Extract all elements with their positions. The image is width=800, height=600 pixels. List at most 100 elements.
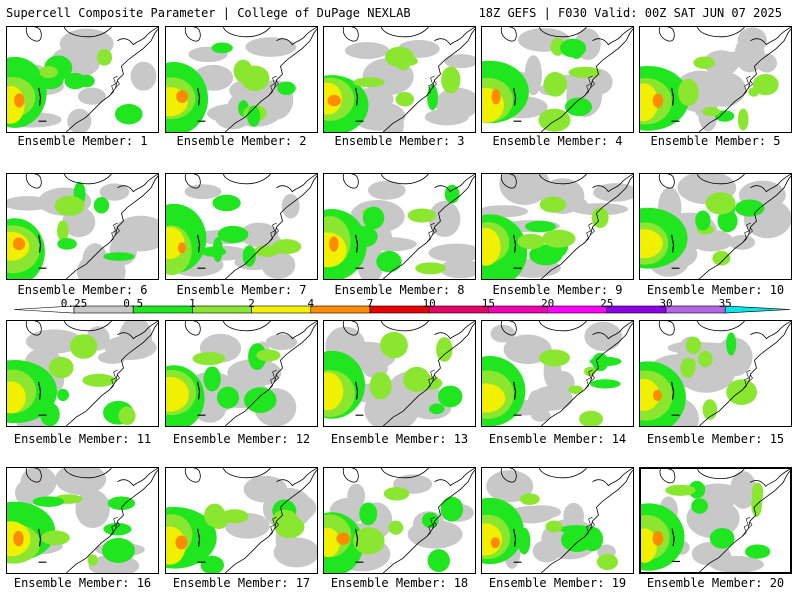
contour-fill	[685, 336, 702, 355]
coastline	[540, 28, 633, 132]
coastline	[750, 174, 791, 193]
contour-fill	[745, 544, 771, 559]
coastline	[276, 468, 317, 487]
ensemble-member-map-2[interactable]	[165, 26, 318, 133]
contour-fill	[380, 331, 408, 359]
ensemble-member-map-14[interactable]	[481, 320, 634, 427]
coastline	[434, 468, 475, 487]
state-boundary	[355, 234, 364, 269]
contour-fill	[395, 91, 415, 107]
caption-prefix: Ensemble Member:	[646, 576, 770, 590]
contour-fill	[324, 527, 340, 558]
contour-fill	[531, 385, 573, 411]
lake-outline	[63, 27, 112, 38]
colorbar-tick-label: 25	[600, 297, 614, 310]
contour-fill	[491, 88, 501, 105]
ensemble-member-map-15[interactable]	[639, 320, 792, 427]
colorbar-swatch	[369, 305, 430, 314]
ensemble-member-map-16[interactable]	[6, 467, 159, 574]
colorbar-legend	[13, 305, 791, 314]
coastline	[117, 27, 158, 46]
lake-outline	[342, 321, 359, 336]
ensemble-member-map-10[interactable]	[639, 173, 792, 280]
coastline	[434, 27, 475, 46]
colorbar-tick-label: 30	[659, 297, 673, 310]
contour-fill	[7, 196, 54, 211]
contour-fill	[714, 110, 735, 122]
contour-fill	[436, 337, 453, 362]
contour-fill	[592, 352, 609, 372]
contour-fill	[329, 236, 339, 252]
contour-fill	[114, 103, 143, 125]
ensemble-member-map-7[interactable]	[165, 173, 318, 280]
coastline	[109, 75, 120, 96]
contour-fill	[99, 183, 130, 201]
contour-fill	[248, 399, 265, 409]
ensemble-member-map-20[interactable]	[639, 467, 792, 574]
contour-fill	[87, 554, 98, 566]
ensemble-member-map-3[interactable]	[323, 26, 476, 133]
ensemble-member-caption: Ensemble Member: 9	[478, 283, 638, 297]
lake-outline	[222, 321, 271, 332]
colorbar-tick-label: 1	[189, 297, 196, 310]
contour-fill	[93, 197, 110, 214]
contour-fill	[362, 206, 385, 230]
lake-outline	[342, 174, 359, 189]
state-boundary	[355, 528, 364, 563]
contour-fill	[486, 470, 534, 503]
caption-prefix: Ensemble Member:	[172, 576, 296, 590]
contour-fill	[689, 229, 734, 252]
member-number: 7	[299, 283, 307, 297]
lake-outline	[184, 321, 201, 336]
contour-fill	[680, 357, 696, 379]
ensemble-member-map-5[interactable]	[639, 26, 792, 133]
lake-outline	[659, 469, 676, 484]
contour-fill	[175, 535, 188, 550]
coastline	[742, 75, 753, 96]
ensemble-member-map-9[interactable]	[481, 173, 634, 280]
lake-outline	[380, 468, 429, 479]
coastline	[698, 175, 791, 279]
contour-fill	[435, 87, 475, 120]
ensemble-member-map-13[interactable]	[323, 320, 476, 427]
coastline	[276, 174, 317, 193]
lake-outline	[500, 468, 517, 483]
coastline	[224, 469, 317, 573]
caption-prefix: Ensemble Member:	[650, 134, 774, 148]
contour-fill	[272, 239, 302, 255]
contour-fill	[336, 532, 351, 545]
member-number: 8	[457, 283, 465, 297]
ensemble-member-map-17[interactable]	[165, 467, 318, 574]
ensemble-member-caption: Ensemble Member: 15	[636, 432, 796, 446]
member-number: 13	[453, 432, 469, 446]
contour-fill	[640, 83, 659, 122]
ensemble-member-map-12[interactable]	[165, 320, 318, 427]
colorbar-swatch	[251, 305, 312, 314]
contour-fill	[277, 81, 296, 95]
lake-outline	[380, 174, 429, 185]
state-boundary	[355, 381, 364, 416]
ensemble-member-map-6[interactable]	[6, 173, 159, 280]
ensemble-member-map-4[interactable]	[481, 26, 634, 133]
ensemble-member-map-19[interactable]	[481, 467, 634, 574]
member-number: 17	[295, 576, 311, 590]
contour-fill	[353, 77, 385, 88]
caption-prefix: Ensemble Member:	[330, 576, 454, 590]
contour-fill	[691, 498, 709, 514]
ensemble-member-map-18[interactable]	[323, 467, 476, 574]
coastline	[699, 470, 790, 572]
colorbar-tick-label: 15	[481, 297, 496, 310]
lake-outline	[342, 468, 359, 483]
coastline	[224, 322, 317, 426]
ensemble-member-map-1[interactable]	[6, 26, 159, 133]
ensemble-member-map-8[interactable]	[323, 173, 476, 280]
contour-fill	[212, 194, 241, 212]
contour-fill	[712, 250, 731, 266]
member-number: 15	[769, 432, 785, 446]
member-number: 1	[140, 134, 148, 148]
lake-outline	[380, 27, 429, 38]
ensemble-member-map-11[interactable]	[6, 320, 159, 427]
contour-fill	[48, 356, 74, 379]
ensemble-member-caption: Ensemble Member: 1	[3, 134, 163, 148]
ensemble-member-caption: Ensemble Member: 3	[320, 134, 480, 148]
